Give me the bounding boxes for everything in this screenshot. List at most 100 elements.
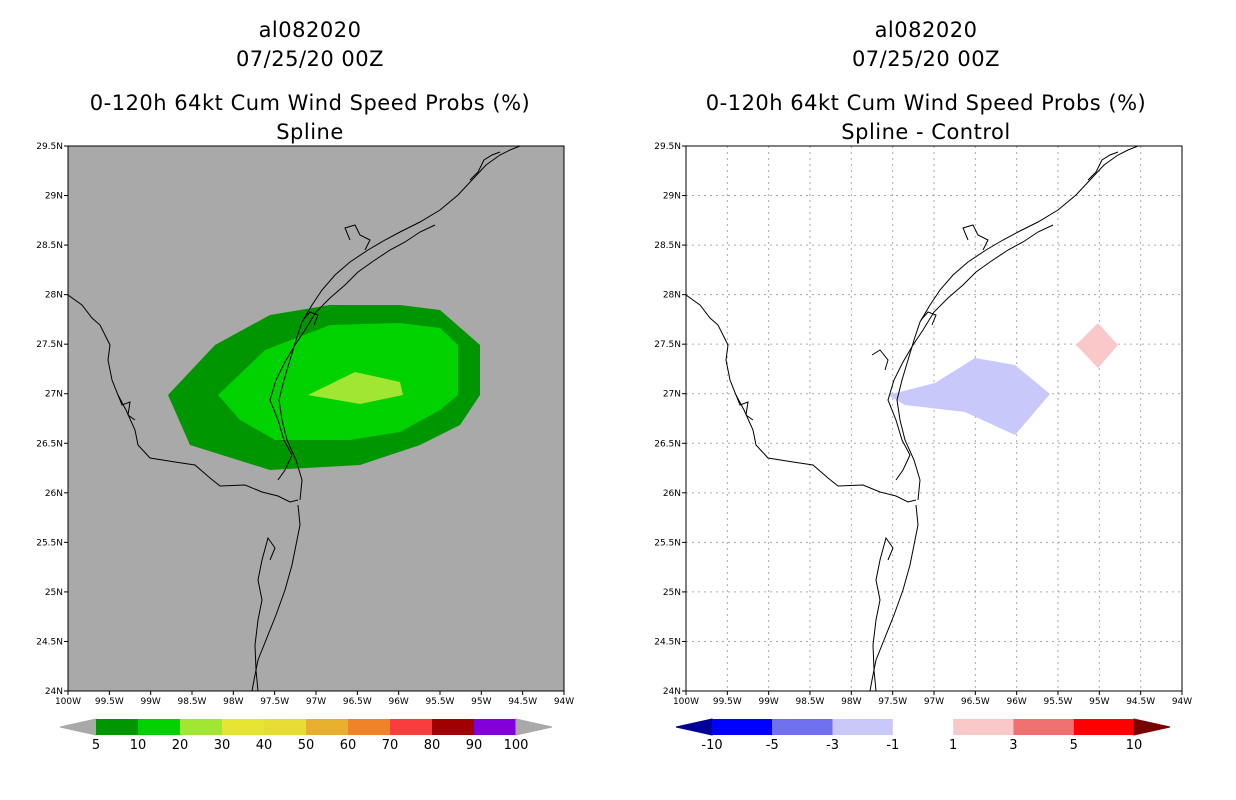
right-lat-label: 25N [663, 588, 681, 598]
left-lon-label: 95.5W [426, 697, 455, 707]
right-lon-label: 98.5W [796, 697, 825, 707]
right-lon-label: 96.5W [961, 697, 990, 707]
left-colorbar-swatch [264, 719, 306, 735]
left-colorbar-label: 90 [466, 738, 483, 753]
left-lat-label: 27N [45, 390, 63, 400]
left-colorbar-swatch [390, 719, 432, 735]
left-lat-label: 25N [45, 588, 63, 598]
left-datetime: 07/25/20 00Z [235, 47, 385, 71]
left-lon-label: 97.5W [260, 697, 289, 707]
left-lat-label: 24.5N [36, 637, 63, 647]
left-storm-id: al082020 [258, 18, 362, 42]
right-contour-neg3 [888, 358, 1050, 435]
right-datetime: 07/25/20 00Z [851, 47, 1001, 71]
left-lon-label: 98W [223, 697, 243, 707]
left-colorbar-swatch [474, 719, 516, 735]
right-product-title: 0-120h 64kt Cum Wind Speed Probs (%) [705, 91, 1147, 115]
right-coastline [686, 146, 1139, 691]
right-lat-label: 27N [663, 390, 681, 400]
left-lat-label: 25.5N [36, 538, 63, 548]
right-lon-label: 95W [1089, 697, 1109, 707]
right-colorbar-label: -10 [701, 738, 722, 753]
right-lat-label: 26N [663, 489, 681, 499]
left-contour-20 [308, 372, 403, 404]
right-lat-label: 25.5N [654, 538, 681, 548]
right-colorbar-label: -1 [886, 738, 899, 753]
right-lat-label: 24.5N [654, 637, 681, 647]
right-storm-id: al082020 [874, 18, 978, 42]
right-lon-label: 97.5W [878, 697, 907, 707]
left-lat-label: 28N [45, 291, 63, 301]
left-subtitle: Spline [276, 120, 344, 144]
right-colorbar-label: 3 [1009, 738, 1017, 753]
left-lat-label: 26.5N [36, 439, 63, 449]
left-lat-label: 26N [45, 489, 63, 499]
right-subtitle: Spline - Control [841, 120, 1011, 144]
left-lon-label: 95W [471, 697, 491, 707]
right-lat-label: 27.5N [654, 340, 681, 350]
left-colorbar-swatch [348, 719, 390, 735]
right-lon-label: 95.5W [1044, 697, 1073, 707]
left-colorbar-label: 10 [130, 738, 147, 753]
right-lat-label: 24N [663, 687, 681, 697]
left-colorbar-label: 60 [340, 738, 357, 753]
right-lon-label: 96W [1006, 697, 1026, 707]
left-lon-label: 97W [306, 697, 326, 707]
right-colorbar-swatch [772, 719, 833, 735]
left-lon-label: 99.5W [95, 697, 124, 707]
left-colorbar-swatch [96, 719, 138, 735]
left-coastline [68, 146, 521, 691]
right-lon-label: 94.5W [1126, 697, 1155, 707]
right-colorbar-label: -3 [826, 738, 839, 753]
left-colorbar-label: 30 [214, 738, 231, 753]
left-lat-label: 24N [45, 687, 63, 697]
left-lat-label: 27.5N [36, 340, 63, 350]
left-colorbar-swatch [222, 719, 264, 735]
left-lon-label: 99W [140, 697, 160, 707]
right-colorbar-label: -5 [766, 738, 779, 753]
left-lat-label: 29N [45, 192, 63, 202]
left-colorbar-label: 70 [382, 738, 399, 753]
right-lon-label: 98W [841, 697, 861, 707]
left-colorbar-label: 5 [92, 738, 100, 753]
right-colorbar-label: 10 [1126, 738, 1143, 753]
left-lon-label: 94W [554, 697, 574, 707]
right-lon-label: 100W [673, 697, 699, 707]
right-lon-label: 99.5W [713, 697, 742, 707]
left-colorbar-swatch [306, 719, 348, 735]
right-lat-label: 26.5N [654, 439, 681, 449]
right-lon-label: 97W [924, 697, 944, 707]
right-colorbar-swatch [1013, 719, 1074, 735]
left-lat-label: 28.5N [36, 241, 63, 251]
right-colorbar-swatch [1073, 719, 1134, 735]
left-colorbar-over-arrow [515, 718, 553, 736]
right-colorbar-label: 1 [949, 738, 957, 753]
right-lat-label: 28N [663, 291, 681, 301]
left-colorbar-label: 80 [424, 738, 441, 753]
right-colorbar-label: 5 [1070, 738, 1078, 753]
right-colorbar-swatch [892, 719, 954, 735]
left-colorbar-label: 50 [298, 738, 315, 753]
right-colorbar-swatch [953, 719, 1014, 735]
left-colorbar-label: 20 [172, 738, 189, 753]
left-lon-label: 98.5W [178, 697, 207, 707]
right-lon-label: 99W [758, 697, 778, 707]
right-lat-label: 29N [663, 192, 681, 202]
left-product-title: 0-120h 64kt Cum Wind Speed Probs (%) [89, 91, 531, 115]
left-lon-label: 100W [55, 697, 81, 707]
left-colorbar-swatch [432, 719, 474, 735]
left-colorbar-swatch [180, 719, 222, 735]
right-colorbar-over-arrow [1133, 718, 1171, 736]
right-lon-label: 94W [1172, 697, 1192, 707]
left-colorbar-label: 100 [504, 738, 529, 753]
left-lat-label: 29.5N [36, 142, 63, 152]
left-lon-label: 96.5W [343, 697, 372, 707]
left-lon-label: 96W [388, 697, 408, 707]
right-lat-label: 28.5N [654, 241, 681, 251]
left-colorbar-label: 40 [256, 738, 273, 753]
right-lat-label: 29.5N [654, 142, 681, 152]
